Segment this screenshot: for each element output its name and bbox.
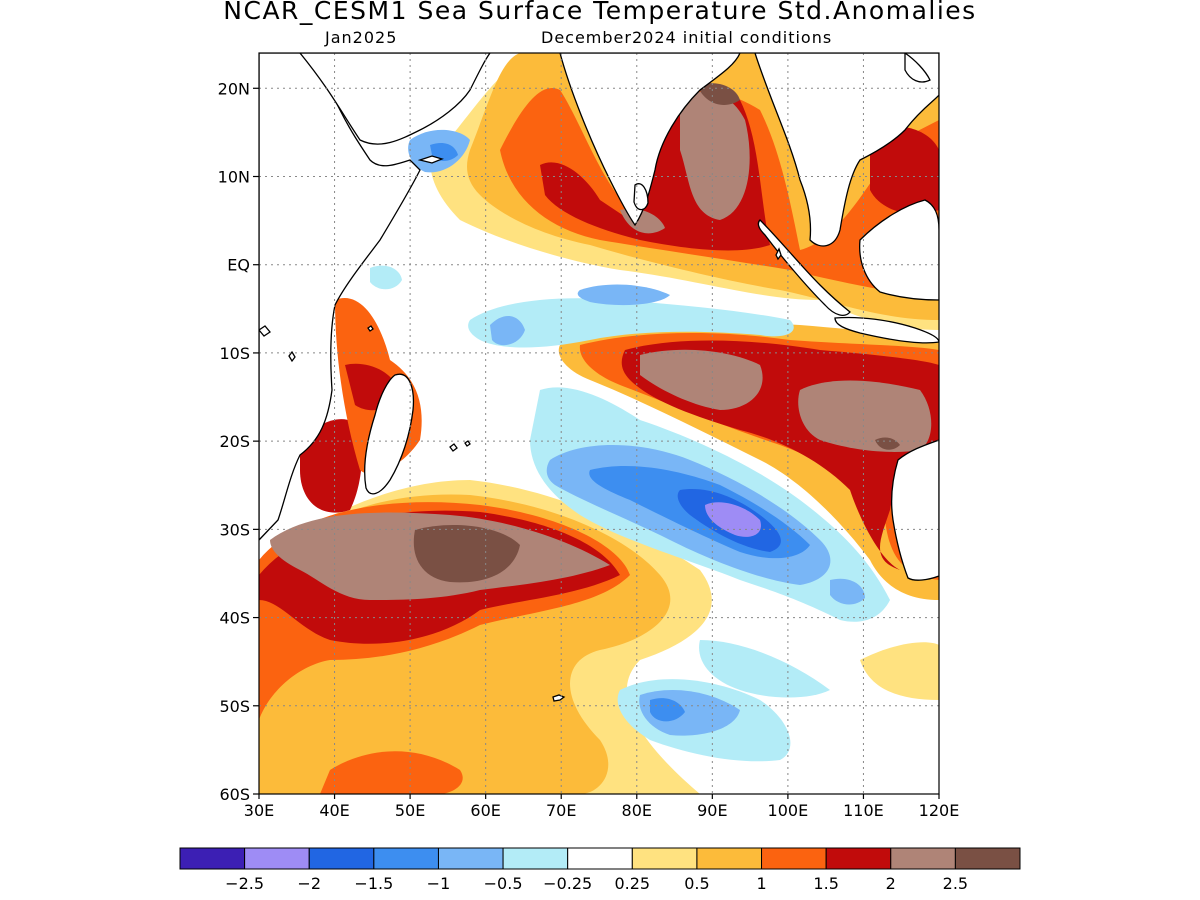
colorbar: −2.5 −2 −1.5 −1 −0.5 −0.25 0.25 0.5 1 1.5 2 2.5 [179, 847, 1021, 893]
lon-tick-label: 120E [919, 801, 960, 820]
lat-tick-label: 50S [219, 697, 250, 716]
lat-tick-label: 20N [218, 79, 250, 98]
anomaly-region-neg-south-darkblue [650, 698, 685, 722]
anomaly-region-scs-red [870, 126, 939, 214]
lat-tick-label: 10S [219, 344, 250, 363]
colorbar-label: 1.5 [813, 874, 838, 893]
lat-tick-label: 40S [219, 609, 250, 628]
anomaly-region-neg-arabian-blue [430, 143, 458, 161]
anomaly-region-neg-equatorial-blue [577, 284, 670, 306]
init-conditions-label: December2024 initial conditions [541, 28, 833, 47]
borneo [859, 199, 939, 301]
lat-tick-label: 20S [219, 432, 250, 451]
lon-tick-label: 50E [395, 801, 425, 820]
philippines [904, 53, 931, 83]
anomaly-region-neg-se-patch [830, 578, 865, 605]
colorbar-label: 0.5 [684, 874, 709, 893]
colorbar-label: −2.5 [225, 874, 264, 893]
seychelles-islands [259, 325, 271, 337]
map-frame [258, 52, 940, 795]
sri-lanka [633, 183, 649, 211]
colorbar-swatch [502, 847, 569, 870]
longitude-axis: 30E 40E 50E 60E 70E 80E 90E 100E 110E 120E [244, 794, 960, 820]
lon-tick-label: 80E [622, 801, 652, 820]
colorbar-label: −1 [427, 874, 451, 893]
colorbar-swatch [308, 847, 375, 870]
comoros-islands [367, 325, 374, 332]
lon-tick-label: 40E [319, 801, 349, 820]
anomaly-region-bob-darkbrown [697, 83, 740, 105]
colorbar-label: 2 [886, 874, 896, 893]
indochina-coast [754, 53, 939, 247]
colorbar-swatch [954, 847, 1021, 870]
latitude-axis: 20N 10N EQ 10S 20S 30S 40S 50S 60S [218, 79, 259, 804]
anomaly-region-neg-equatorial-blue-w [490, 315, 525, 346]
colorbar-swatch [631, 847, 698, 870]
lon-tick-label: 100E [768, 801, 809, 820]
africa-arabia-coast [259, 53, 421, 541]
anomaly-region-sw-darkbrown [413, 525, 520, 583]
colorbar-swatch [437, 847, 504, 870]
lon-tick-label: 60E [470, 801, 500, 820]
colorbar-label: −2 [297, 874, 321, 893]
lon-tick-label: 90E [697, 801, 727, 820]
anomaly-map [259, 53, 939, 794]
colorbar-swatch [179, 847, 246, 870]
anomaly-region-neg-equatorial-light [468, 298, 794, 348]
andaman-islands [775, 247, 782, 261]
anomaly-region-se-darkbrown [875, 437, 900, 450]
anomaly-region-se-brown-east [798, 380, 932, 452]
lon-tick-label: 30E [244, 801, 274, 820]
lon-tick-label: 110E [843, 801, 884, 820]
colorbar-label: 2.5 [943, 874, 968, 893]
anomaly-region-se-brown-west [640, 349, 763, 410]
colorbar-label: 1 [756, 874, 766, 893]
colorbar-swatch [373, 847, 439, 870]
colorbar-swatch [567, 847, 633, 870]
australia-west-coast [891, 439, 939, 581]
reunion-island [464, 440, 471, 447]
lat-tick-label: 60S [219, 785, 250, 804]
target-month-label: Jan2025 [325, 28, 398, 47]
anomaly-region-s-deep-orange [320, 751, 463, 794]
colorbar-swatch [890, 847, 956, 870]
madagascar [363, 373, 415, 495]
colorbar-label: −1.5 [354, 874, 393, 893]
sumatra [757, 219, 851, 316]
anomaly-region-neg-light-mid [699, 640, 830, 698]
lat-tick-label: EQ [227, 256, 250, 275]
anomaly-region-africa-coast-red [300, 419, 362, 513]
colorbar-label: 0.25 [614, 874, 650, 893]
lon-tick-label: 70E [546, 801, 576, 820]
anomaly-region-se-yellow [860, 642, 939, 700]
colorbar-label: −0.25 [543, 874, 592, 893]
coastlines [259, 53, 939, 702]
colorbar-swatch [244, 847, 310, 870]
colorbar-swatch [825, 847, 892, 870]
map-title: NCAR_CESM1 Sea Surface Temperature Std.A… [223, 0, 977, 25]
arabia-coast [299, 53, 491, 145]
colorbar-swatch [696, 847, 763, 870]
colorbar-label: −0.5 [484, 874, 523, 893]
socotra-island [417, 155, 444, 164]
anomaly-region-neg-west-eq [370, 265, 402, 290]
colorbar-swatch [761, 847, 827, 870]
mascarene-islands [449, 443, 458, 452]
lat-tick-label: 30S [219, 520, 250, 539]
lat-tick-label: 10N [218, 168, 250, 187]
anomaly-region-bob-brown [680, 91, 750, 220]
anomaly-region-neg-purple [705, 502, 761, 537]
